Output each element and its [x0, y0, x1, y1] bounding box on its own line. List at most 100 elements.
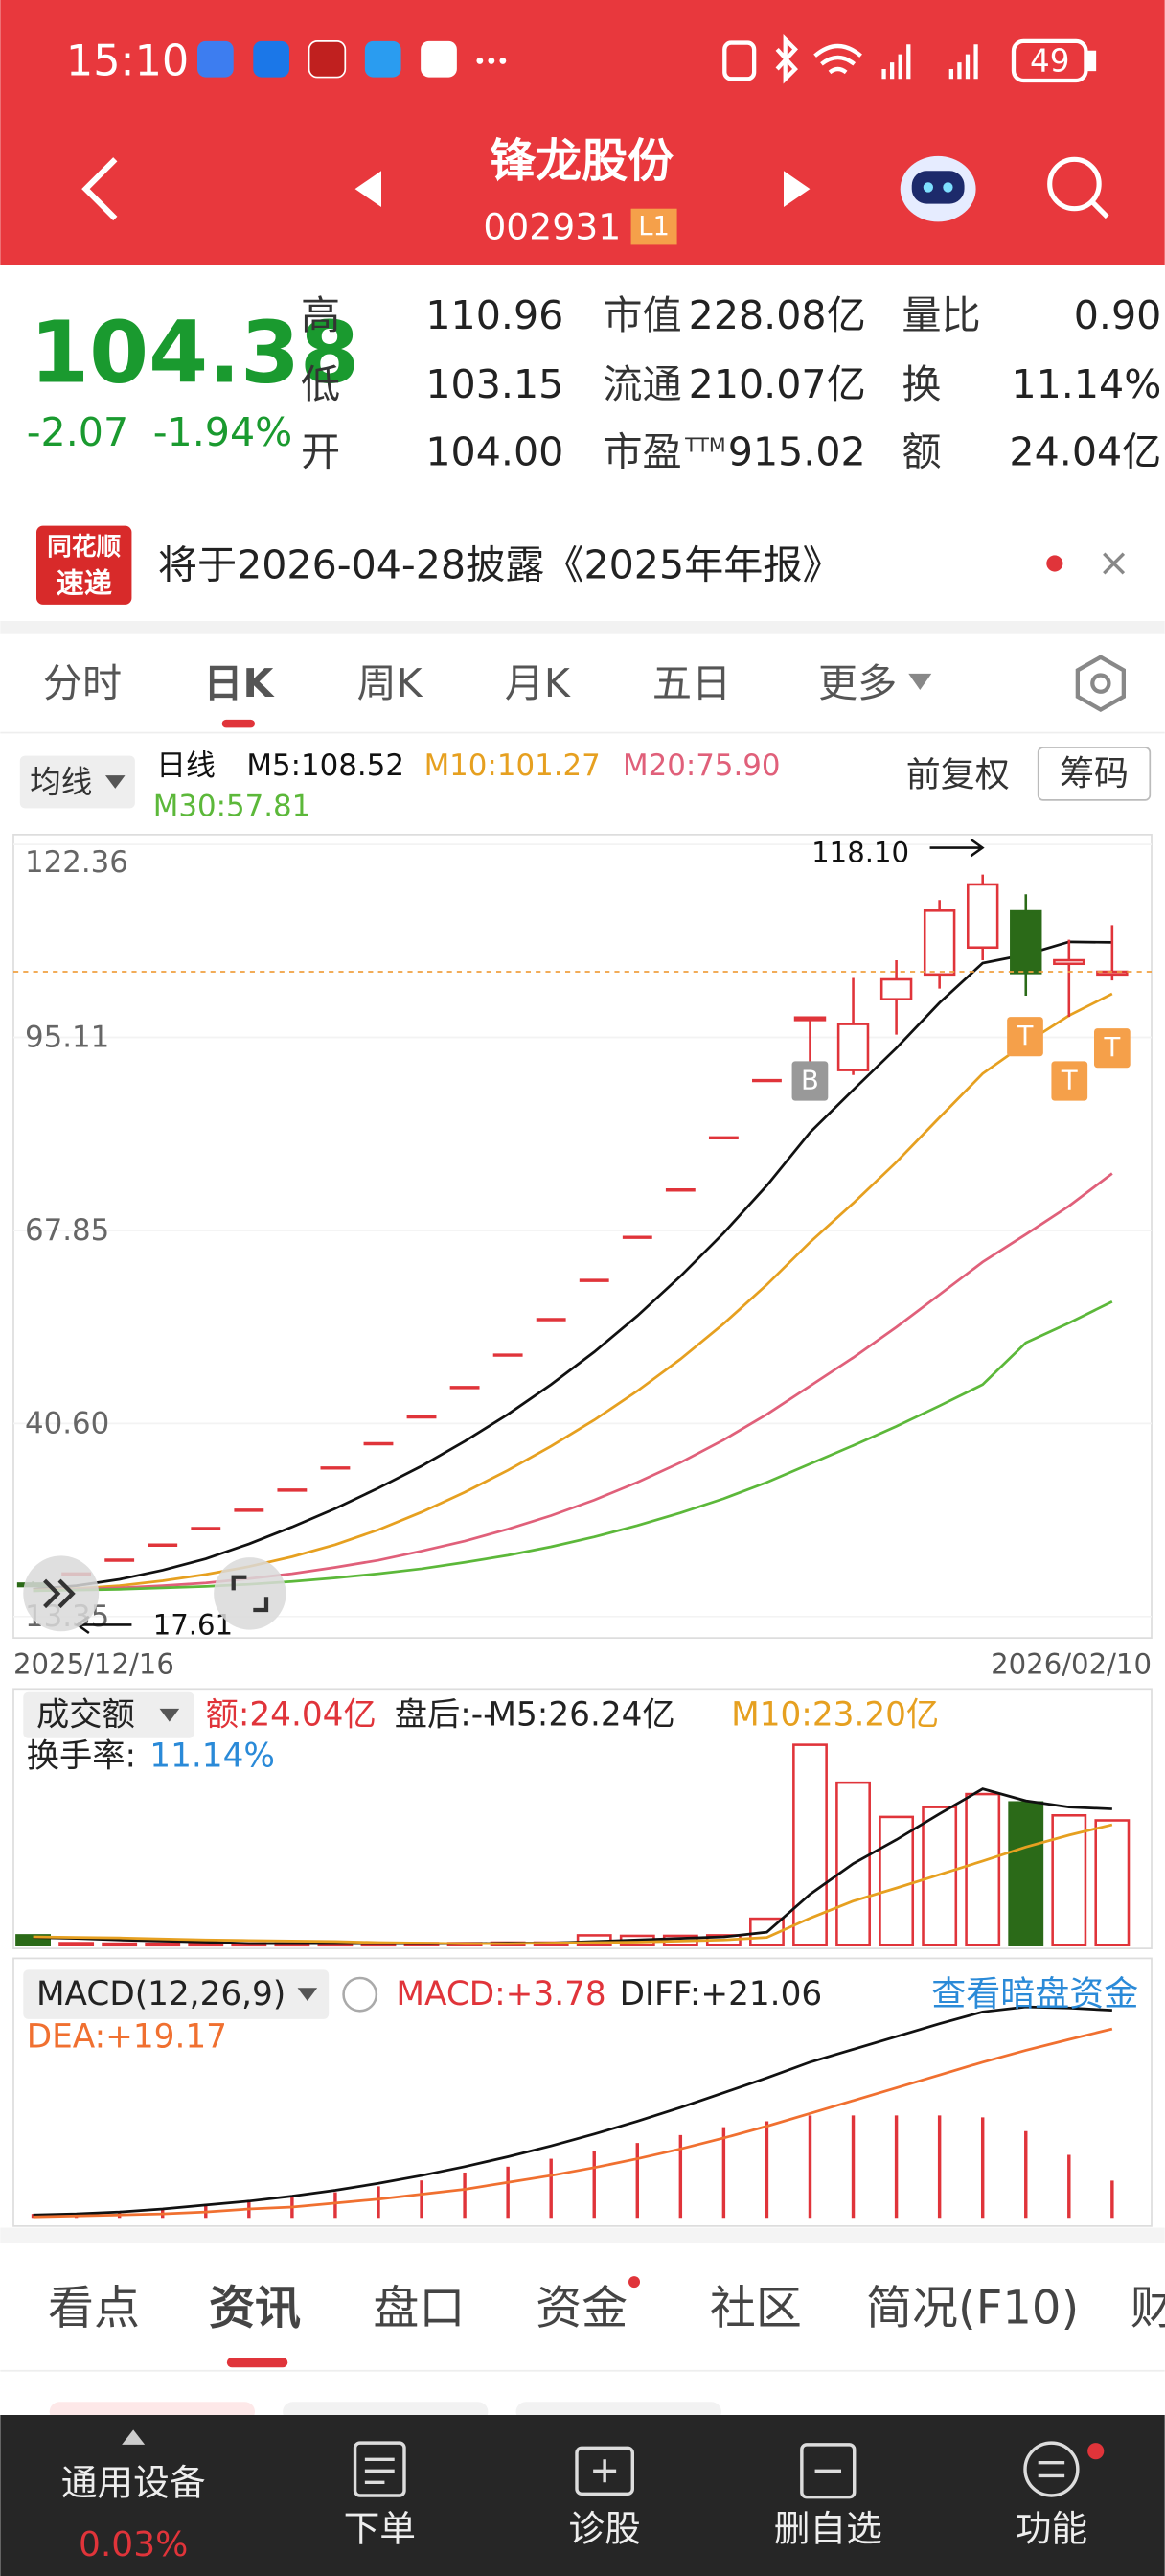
wifi-icon — [813, 43, 862, 75]
stat-label: 换 — [902, 361, 941, 407]
marker-t[interactable] — [1094, 1028, 1131, 1069]
stat-label: 高 — [301, 292, 340, 338]
chart-tab[interactable]: 周K — [357, 660, 423, 706]
low-label: 17.61 — [153, 1608, 233, 1641]
chips-button[interactable] — [1037, 747, 1152, 801]
y-tick-label: 122.36 — [25, 845, 128, 880]
stat-label-sup: TTM — [684, 434, 726, 457]
nav-icons — [353, 2441, 1080, 2499]
marker-t[interactable] — [1007, 1017, 1043, 1057]
sector-name[interactable]: 通用设备 — [61, 2461, 206, 2503]
robot-eye — [923, 182, 933, 193]
assistant-robot[interactable] — [900, 155, 976, 222]
kline-frame — [12, 834, 1153, 1639]
ma-line — [33, 940, 1112, 1591]
robot-eye — [943, 182, 953, 193]
ma-legend: M30:57.81 — [153, 790, 311, 824]
function-lines — [1038, 2461, 1065, 2478]
function-icon — [1023, 2441, 1080, 2497]
marker-b[interactable] — [791, 1061, 829, 1101]
search-handle — [1090, 200, 1109, 219]
selector-arrow — [297, 1988, 318, 2001]
info-tab[interactable]: 看点 — [48, 2282, 140, 2335]
info-tab[interactable]: 资讯 — [209, 2282, 301, 2335]
volume-bar — [188, 1942, 224, 1947]
stat-label: 市值 — [603, 292, 681, 338]
info-tab[interactable]: 财 — [1131, 2282, 1165, 2335]
candle-body — [1010, 909, 1042, 975]
stat-label: 额 — [902, 428, 941, 474]
notice-badge — [36, 525, 132, 605]
volume-selector[interactable] — [23, 1691, 194, 1738]
unread-dot — [1046, 555, 1063, 572]
notice-text[interactable]: 将于2026-04-28披露《2025年年报》 — [158, 542, 842, 588]
back-button[interactable] — [81, 157, 118, 221]
nav-item[interactable]: 下单 — [344, 2507, 416, 2549]
app-icon — [364, 40, 401, 78]
stat-value: 0.90 — [1074, 292, 1162, 338]
dot — [488, 58, 495, 64]
nav-item[interactable]: 诊股 — [568, 2507, 640, 2549]
period-text: 日线 — [156, 748, 216, 783]
high-label: 118.10 — [811, 837, 909, 869]
stat-value: 11.14% — [1011, 361, 1161, 407]
date-end: 2026/02/10 — [991, 1648, 1152, 1681]
volume-ma-line — [33, 1823, 1113, 1945]
chart-tab[interactable]: 更多 — [818, 660, 897, 706]
info-tab[interactable]: 资金 — [536, 2282, 628, 2335]
chart-tab[interactable]: 分时 — [43, 660, 122, 706]
dark-pool-link[interactable]: 查看暗盘资金 — [931, 1975, 1138, 2014]
chart-tab[interactable]: 五日 — [652, 660, 731, 706]
prev-stock[interactable] — [354, 171, 381, 207]
nav-item[interactable]: 功能 — [1016, 2507, 1087, 2549]
indicator-selector[interactable] — [19, 755, 135, 809]
chart-tabs: 分时 日K 周K 月K 五日 更多 — [43, 660, 897, 706]
fullscreen-button[interactable] — [214, 1557, 286, 1630]
stat-value: 210.07亿 — [689, 361, 866, 407]
notice-badge-top: 同花顺 — [47, 533, 121, 562]
app-icon — [421, 40, 457, 78]
diff-value: DIFF:+21.06 — [620, 1975, 823, 2013]
gear-center — [1090, 673, 1111, 694]
search-button[interactable] — [1047, 156, 1109, 219]
notice-close[interactable] — [1103, 552, 1126, 575]
nfc-icon — [722, 40, 757, 81]
chart-tab[interactable]: 日K — [203, 660, 275, 706]
expand-button[interactable] — [23, 1555, 100, 1632]
turnover-label: 换手率: — [27, 1737, 136, 1776]
stat-value: 110.96 — [425, 292, 563, 338]
dea-line — [33, 2027, 1113, 2219]
status-system-icons — [722, 34, 1097, 84]
stock-code: 002931 — [483, 206, 621, 248]
info-tab[interactable]: 简况(F10) — [866, 2282, 1079, 2335]
help-icon[interactable] — [342, 1976, 378, 2012]
stock-name: 锋龙股份 — [490, 134, 674, 188]
stat-label: 市盈 — [603, 428, 681, 474]
info-tab[interactable]: 盘口 — [373, 2282, 465, 2335]
notice-badge-bottom: 速递 — [57, 567, 112, 600]
turnover: 11.14% — [149, 1737, 275, 1776]
more-arrow — [908, 673, 932, 690]
adjust-button[interactable]: 前复权 — [906, 756, 1010, 795]
change: -2.07 — [27, 409, 128, 455]
info-tab[interactable]: 社区 — [710, 2282, 802, 2335]
settings-button[interactable] — [1075, 655, 1126, 713]
dot — [499, 58, 507, 64]
remove-icon — [800, 2443, 857, 2499]
volume-ma10: M10:23.20亿 — [731, 1696, 939, 1735]
marker-t[interactable] — [1051, 1061, 1088, 1101]
volume-bar — [792, 1743, 828, 1947]
nav-item[interactable]: 删自选 — [774, 2507, 882, 2549]
app-icon — [197, 40, 234, 78]
next-stock[interactable] — [784, 171, 811, 207]
macd-value: MACD:+3.78 — [396, 1975, 605, 2013]
ma-legend: M20:75.90 — [623, 748, 781, 783]
signal-icon — [881, 44, 978, 80]
volume-bar — [879, 1815, 915, 1946]
order-icon — [353, 2441, 406, 2497]
diagnose-icon — [575, 2446, 634, 2496]
chart-tab[interactable]: 月K — [505, 660, 571, 706]
macd-selector[interactable] — [23, 1969, 330, 2019]
ma-line — [33, 992, 1113, 1592]
